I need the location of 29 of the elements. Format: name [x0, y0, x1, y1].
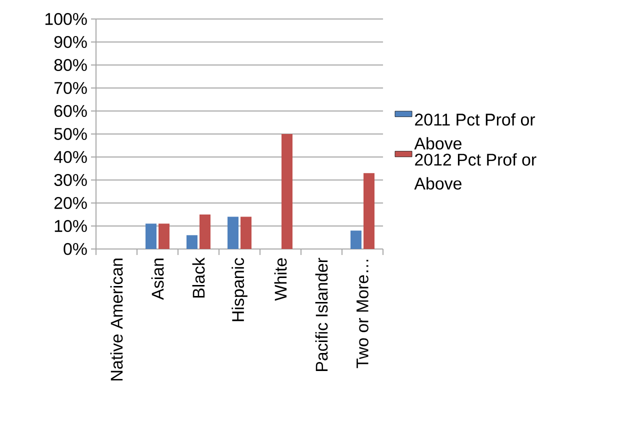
- x-tick-label: Hispanic: [232, 258, 248, 322]
- x-tick-label: Asian: [151, 258, 164, 300]
- y-tick-label: 30%: [54, 174, 87, 186]
- y-tick-label: 20%: [54, 196, 87, 209]
- legend-label: 2012 Pct Prof or Above: [414, 153, 536, 190]
- bar: [146, 224, 157, 249]
- bar: [364, 173, 374, 249]
- bar: [240, 216, 252, 249]
- x-tick-label: Native American: [110, 258, 123, 380]
- y-tick-label: 50%: [54, 128, 87, 140]
- bar: [186, 235, 198, 249]
- bar: [158, 224, 170, 249]
- y-tick-label: 60%: [54, 104, 87, 117]
- bar: [350, 230, 362, 249]
- y-tick-label: 80%: [54, 58, 87, 71]
- x-tick-label: Pacific Islander: [315, 258, 328, 371]
- y-tick-label: 0%: [64, 242, 87, 255]
- y-tick-label: 10%: [54, 220, 87, 232]
- y-tick-label: 100%: [45, 12, 87, 25]
- bar: [200, 214, 210, 249]
- bar: [282, 134, 292, 249]
- y-tick-label: 90%: [54, 36, 87, 48]
- bar: [228, 216, 239, 249]
- y-tick-label: 40%: [54, 150, 87, 163]
- x-tick-label: Black: [192, 257, 205, 298]
- legend-label: 2011 Pct Prof or Above: [414, 113, 536, 150]
- y-tick-label: 70%: [54, 82, 87, 94]
- x-tick-label: Two or More…: [356, 260, 368, 368]
- x-tick-label: White: [274, 258, 287, 301]
